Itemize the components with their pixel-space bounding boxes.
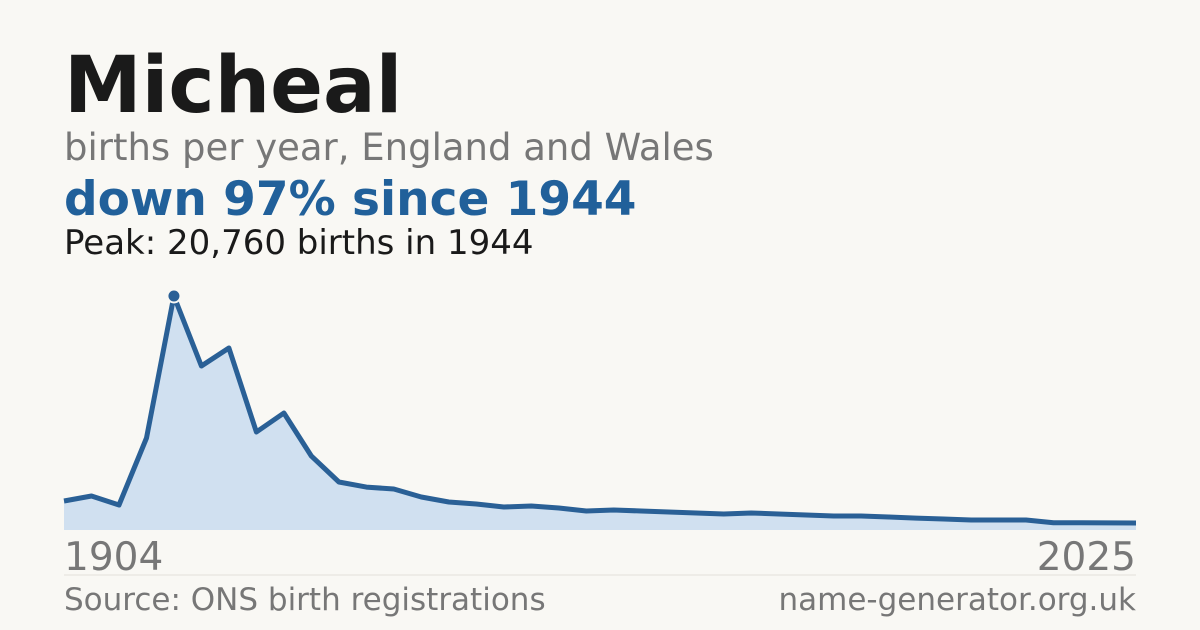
x-tick-label: 2025	[1037, 535, 1136, 580]
chart-title: Micheal	[64, 41, 402, 131]
annotation: Peak: 20,760 births in 1944	[64, 223, 534, 263]
line	[63, 293, 1137, 526]
x-tick-label: 1904	[64, 535, 163, 580]
source: Source: ONS birth registrations	[64, 582, 546, 618]
site: name-generator.org.uk	[779, 582, 1137, 618]
headline: down 97% since 1944	[64, 172, 637, 227]
subtitle: births per year, England and Wales	[64, 126, 714, 169]
peak-marker	[166, 288, 182, 304]
